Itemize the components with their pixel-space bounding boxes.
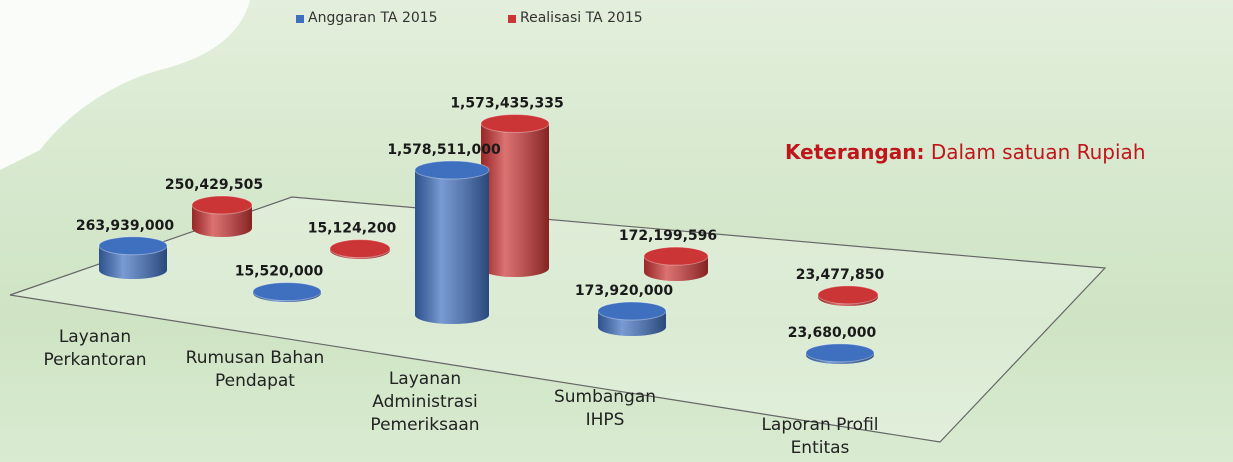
x-tick-label: Layanan Administrasi Pemeriksaan <box>370 369 480 435</box>
legend-swatch <box>508 15 516 23</box>
cylinder-top <box>597 301 667 321</box>
annotation-text: Dalam satuan Rupiah <box>930 140 1146 164</box>
cylinder-top <box>817 285 879 305</box>
legend-label: Anggaran TA 2015 <box>308 10 438 26</box>
legend-swatch <box>296 15 304 23</box>
cylinder-top <box>252 282 322 302</box>
value-label: 23,680,000 <box>788 325 877 341</box>
annotation: Keterangan: Dalam satuan Rupiah <box>785 140 1146 164</box>
value-label: 250,429,505 <box>165 177 263 193</box>
cylinder-shade <box>99 245 167 279</box>
annotation-label: Keterangan: <box>785 140 925 164</box>
cylinder-top <box>98 236 168 256</box>
cylinder-top <box>805 343 875 363</box>
cylinder-shade <box>481 123 549 277</box>
cylinder-top <box>191 195 253 215</box>
cylinder-top <box>329 239 391 259</box>
legend-label: Realisasi TA 2015 <box>520 10 643 26</box>
x-tick-label: Layanan Perkantoran <box>43 327 147 370</box>
value-label: 15,520,000 <box>235 264 324 280</box>
cylinder-top <box>414 160 490 180</box>
cylinder-shade <box>415 170 489 324</box>
cylinder-top <box>480 113 550 133</box>
value-label: 23,477,850 <box>796 267 885 283</box>
cylinder-shade <box>192 204 252 237</box>
value-label: 1,578,511,000 <box>387 142 501 158</box>
x-tick-label: Sumbangan IHPS <box>553 387 657 430</box>
cylinder-top <box>643 246 709 266</box>
x-tick-label: Rumusan Bahan Pendapat <box>185 348 325 391</box>
value-label: 15,124,200 <box>308 221 397 237</box>
value-label: 172,199,596 <box>619 228 717 244</box>
value-label: 173,920,000 <box>575 283 674 299</box>
value-label: 263,939,000 <box>76 218 175 234</box>
background-shape <box>0 0 250 170</box>
value-label: 1,573,435,335 <box>450 95 563 111</box>
x-tick-label: Laporan Profil Entitas <box>761 415 879 458</box>
